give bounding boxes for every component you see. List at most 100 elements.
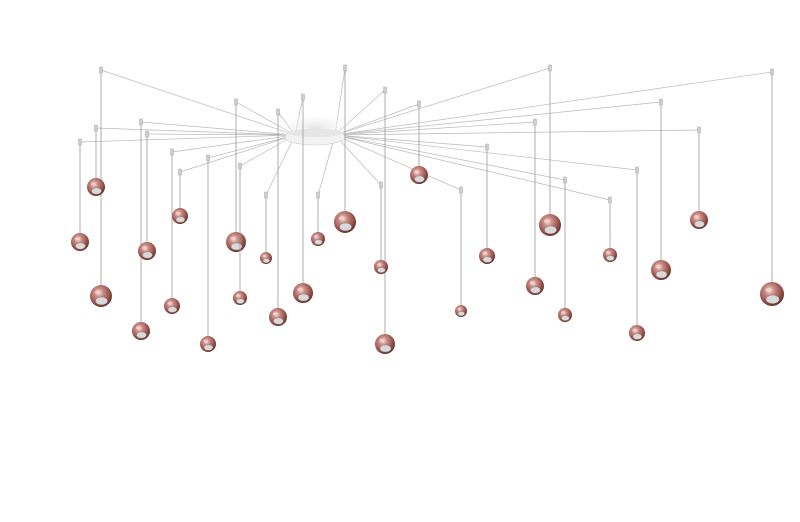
lens bbox=[236, 298, 245, 304]
pendant-light bbox=[233, 162, 247, 305]
highlight bbox=[379, 338, 385, 343]
lens bbox=[457, 311, 465, 317]
lens bbox=[655, 270, 668, 279]
ceiling-anchor bbox=[316, 191, 320, 199]
pendant-light bbox=[132, 118, 150, 340]
pendant-light bbox=[200, 154, 216, 352]
lens bbox=[136, 331, 147, 339]
ceiling-anchor bbox=[383, 86, 387, 94]
highlight bbox=[91, 182, 96, 186]
highlight bbox=[377, 263, 381, 266]
ceiling-anchor bbox=[301, 93, 305, 101]
highlight bbox=[694, 215, 699, 219]
canopy-cable bbox=[334, 129, 700, 136]
lens bbox=[606, 255, 615, 261]
highlight bbox=[94, 290, 101, 295]
pendant-light bbox=[226, 98, 246, 252]
highlight bbox=[203, 339, 208, 343]
ceiling-anchor bbox=[417, 100, 421, 108]
ceiling-anchor bbox=[485, 143, 489, 151]
lens bbox=[95, 296, 108, 306]
ceiling-anchor bbox=[659, 98, 663, 106]
ceiling-anchor bbox=[770, 68, 774, 76]
lens bbox=[75, 242, 86, 250]
pendant-light bbox=[71, 138, 89, 251]
canopy-cable bbox=[334, 134, 488, 148]
ceiling-anchor bbox=[78, 138, 82, 146]
ceiling-anchor bbox=[178, 168, 182, 176]
ceiling-anchor bbox=[234, 98, 238, 106]
ceiling-anchor bbox=[99, 66, 103, 74]
lens bbox=[339, 222, 352, 231]
pendant-light bbox=[334, 64, 356, 233]
canopy-cable bbox=[179, 134, 296, 173]
pendant-light bbox=[539, 64, 561, 236]
lens bbox=[142, 251, 153, 259]
highlight bbox=[632, 328, 637, 332]
pendant-light bbox=[526, 118, 544, 295]
canopy-cable bbox=[334, 134, 611, 201]
pendants bbox=[71, 64, 784, 354]
lens bbox=[765, 294, 780, 304]
ceiling-anchor bbox=[697, 126, 701, 134]
lens bbox=[314, 239, 323, 245]
pendant-light bbox=[760, 68, 784, 306]
pendant-light bbox=[603, 196, 617, 262]
ceiling-anchor bbox=[459, 186, 463, 194]
highlight bbox=[167, 301, 172, 305]
lens bbox=[91, 187, 102, 195]
lens bbox=[482, 256, 493, 263]
canopy-cable bbox=[334, 134, 566, 181]
highlight bbox=[136, 326, 141, 330]
canopy-cable bbox=[100, 69, 296, 136]
ceiling-anchor bbox=[533, 118, 537, 126]
highlight bbox=[273, 312, 278, 316]
lens bbox=[694, 220, 705, 228]
ceiling-anchor bbox=[635, 166, 639, 174]
pendant-light bbox=[455, 186, 467, 317]
ceiling-anchor bbox=[608, 196, 612, 204]
canopy-cable bbox=[140, 121, 296, 136]
highlight bbox=[457, 307, 461, 310]
lens bbox=[377, 267, 386, 273]
highlight bbox=[314, 235, 318, 238]
pendant-light bbox=[164, 148, 180, 314]
highlight bbox=[230, 236, 236, 241]
pendant-light bbox=[90, 66, 112, 307]
canopy-cable bbox=[95, 127, 296, 136]
highlight bbox=[75, 237, 80, 241]
highlight bbox=[765, 287, 772, 292]
pendant-light bbox=[629, 166, 645, 341]
ceiling-anchor bbox=[170, 148, 174, 156]
ceiling-anchor bbox=[206, 154, 210, 162]
canopy-cable bbox=[146, 133, 296, 136]
pendant-light bbox=[311, 191, 325, 246]
canopy-cable bbox=[79, 134, 296, 143]
highlight bbox=[262, 254, 266, 257]
lens bbox=[379, 344, 392, 353]
highlight bbox=[606, 251, 610, 254]
highlight bbox=[175, 211, 180, 215]
lens bbox=[632, 333, 643, 340]
pendant-light bbox=[172, 168, 188, 224]
highlight bbox=[338, 216, 345, 221]
highlight bbox=[530, 281, 535, 285]
pendant-light bbox=[690, 126, 708, 229]
canopy-cable bbox=[334, 121, 536, 136]
ceiling-anchor bbox=[139, 118, 143, 126]
highlight bbox=[543, 219, 550, 224]
pendant-light bbox=[651, 98, 671, 280]
lens bbox=[175, 216, 186, 223]
highlight bbox=[236, 294, 240, 297]
lens bbox=[262, 258, 270, 264]
pendant-light bbox=[479, 143, 495, 264]
canopy-cable bbox=[334, 101, 662, 136]
highlight bbox=[561, 311, 565, 314]
ceiling-anchor bbox=[548, 64, 552, 72]
ceiling-anchor bbox=[145, 130, 149, 138]
pendant-light bbox=[293, 93, 313, 303]
canopy-cable bbox=[171, 134, 296, 153]
lens bbox=[544, 225, 557, 234]
highlight bbox=[482, 251, 487, 255]
